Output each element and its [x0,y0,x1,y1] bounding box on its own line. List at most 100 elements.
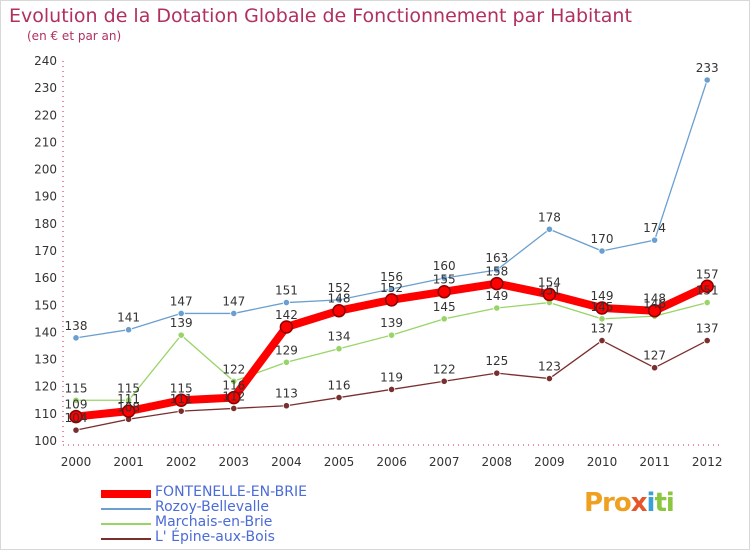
data-point [335,296,343,304]
data-label: 158 [485,265,508,279]
data-point [227,390,241,405]
chart-subtitle: (en € et par an) [27,29,122,43]
y-tick-label: 180 [34,217,57,231]
x-tick-label: 2003 [219,455,250,469]
y-tick-label: 140 [34,325,57,339]
data-point [125,326,133,334]
data-label: 115 [65,381,88,395]
data-label: 170 [591,232,614,246]
data-label: 174 [643,221,666,235]
data-label: 111 [170,392,193,406]
x-tick-label: 2001 [113,455,144,469]
legend-label: FONTENELLE-EN-BRIE [155,484,307,500]
data-label: 112 [222,389,245,403]
logo-part-4: ti [654,488,674,518]
legend-swatch [101,508,151,510]
data-point [493,369,501,377]
data-label: 115 [117,381,140,395]
data-point [440,377,448,385]
data-label: 154 [538,275,561,289]
data-label: 233 [696,61,719,75]
y-tick-label: 100 [34,434,57,448]
data-point [703,336,711,345]
data-label: 155 [433,273,456,287]
data-point [72,334,80,342]
data-label: 109 [65,398,88,412]
legend-swatch [101,523,151,525]
x-tick-label: 2006 [376,455,407,469]
x-tick-label: 2012 [692,455,723,469]
data-label: 152 [328,281,351,295]
data-label: 104 [65,411,88,425]
data-point [545,374,554,383]
y-tick-label: 160 [34,271,57,285]
legend-label: Marchais-en-Brie [155,514,273,530]
y-tick-label: 200 [34,163,57,177]
data-point [69,409,83,424]
data-point [384,293,399,307]
x-tick-label: 2007 [429,455,460,469]
data-point [230,309,238,318]
data-label: 163 [485,251,508,265]
y-tick-label: 110 [34,407,57,421]
x-tick-label: 2010 [587,455,618,469]
data-point [490,276,504,291]
data-label: 141 [117,311,140,325]
data-point [440,274,448,282]
data-point [700,279,714,294]
logo-part-2: x [630,488,648,518]
data-point [177,309,185,318]
x-tick-label: 2000 [61,455,92,469]
data-point [647,303,662,318]
y-tick-label: 230 [34,81,57,95]
y-tick-label: 150 [34,298,57,312]
data-label: 148 [328,292,351,306]
y-tick-label: 120 [34,380,57,394]
data-point [174,393,188,408]
data-point [650,236,659,244]
data-label: 138 [65,319,88,333]
data-label: 145 [591,300,614,314]
data-label: 116 [222,379,245,393]
data-label: 145 [433,300,456,314]
data-point [279,320,294,334]
data-label: 147 [222,294,245,308]
data-point [598,247,606,255]
y-tick-label: 210 [34,135,57,149]
data-label: 116 [328,379,351,393]
data-label: 115 [170,381,193,395]
data-label: 146 [643,297,666,311]
data-label: 137 [591,322,614,336]
data-label: 149 [591,289,614,303]
data-label: 137 [696,322,719,336]
data-label: 111 [117,392,140,406]
data-point [703,298,711,307]
data-label: 147 [170,294,193,308]
data-point [703,76,711,84]
data-point [387,331,396,339]
y-tick-label: 130 [34,353,57,367]
data-point [598,315,606,323]
data-point [335,393,343,402]
chart-axes: 100 110 120 130 140 150 160 170 180 190 200 210 220 2… [34,54,722,469]
data-point [282,402,290,410]
proxiti-logo: Proxiti [584,488,675,518]
data-label: 108 [117,400,140,414]
logo-part-1: Pro [584,488,632,518]
x-tick-label: 2008 [482,455,513,469]
data-label: 122 [222,362,245,376]
data-point [125,396,133,404]
data-point [598,336,606,345]
data-point [595,301,609,315]
data-point [493,304,501,312]
data-point [545,225,554,233]
legend-swatch [101,538,151,540]
data-point [282,298,290,307]
data-point [650,364,659,372]
data-point [121,404,136,418]
data-point [437,284,451,299]
data-point [230,404,238,413]
